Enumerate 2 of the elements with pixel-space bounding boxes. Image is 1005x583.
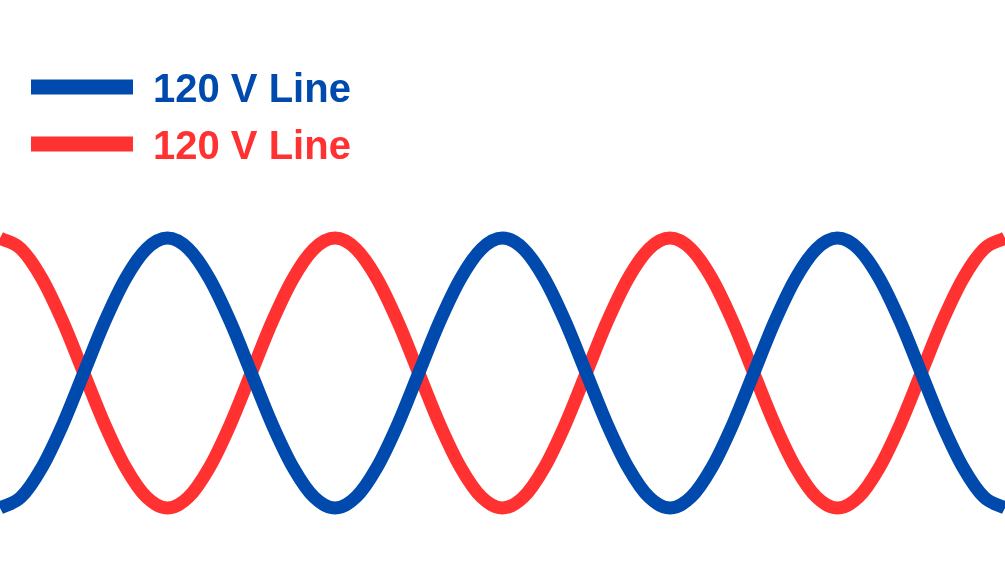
- legend-label: 120 V Line: [153, 65, 351, 110]
- legend-label: 120 V Line: [153, 122, 351, 167]
